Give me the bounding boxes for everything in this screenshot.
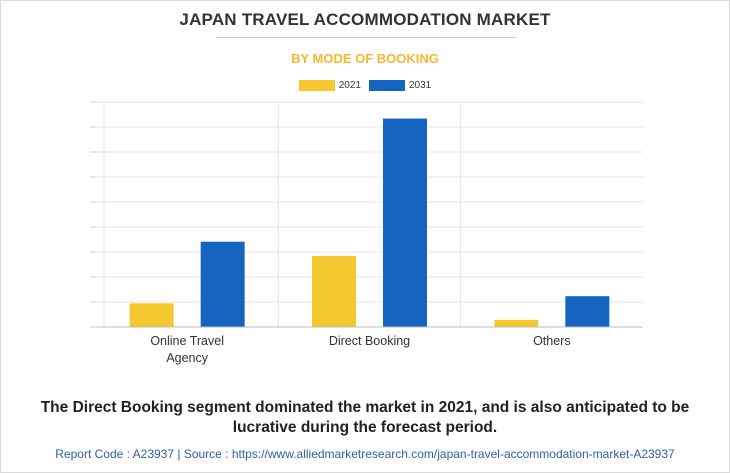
x-tick-label-line: Agency [166,351,208,365]
legend-item-2021: 2021 [298,80,361,91]
x-tick-label: Online Travel Agency [150,334,224,365]
bar-2021 [312,255,356,327]
bar-2021 [129,303,174,327]
legend-item-2031: 2031 [369,80,431,91]
x-tick-label-line: Others [533,334,571,348]
legend-swatch-2031 [369,80,405,91]
legend-label-2021: 2021 [338,80,361,91]
chart-title: JAPAN TRAVEL ACCOMMODATION MARKET [179,10,551,29]
x-tick-label: Others [533,334,571,348]
x-tick-label-line: Direct Booking [329,334,410,348]
chart-footnote: The Direct Booking segment dominated the… [40,399,690,436]
legend: 2021 2031 [0,80,730,91]
x-tick-label: Direct Booking [329,334,410,348]
legend-swatch-2021 [298,80,335,91]
source-citation: Report Code : A23937 | Source : https://… [55,447,675,461]
bar-2031 [200,241,245,327]
bar-2031 [383,118,427,327]
bar-chart: Online Travel Agency Direct Booking Others [90,101,643,365]
legend-label-2031: 2031 [409,80,432,91]
title-divider [216,37,516,38]
bar-2031 [565,296,610,327]
x-tick-label-line: Online Travel [150,334,224,348]
chart-subtitle: BY MODE OF BOOKING [291,51,439,66]
bar-2021 [494,319,539,327]
